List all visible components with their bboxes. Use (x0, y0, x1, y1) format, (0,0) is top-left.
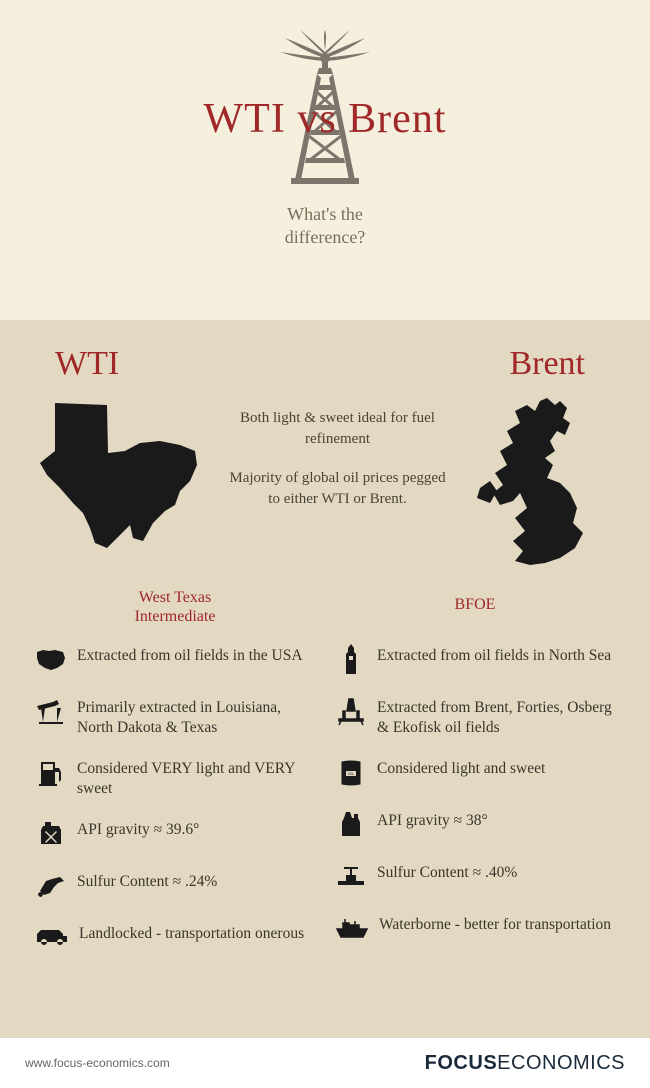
fact-item: Considered VERY light and VERY sweet (35, 757, 315, 798)
wti-column: WTI (35, 345, 315, 393)
fact-text: Considered light and sweet (377, 757, 615, 778)
wti-sub-col: West Texas Intermediate (35, 583, 315, 626)
fuel-nozzle-icon (35, 870, 67, 902)
footer: www.focus-economics.com FOCUSECONOMICS (0, 1038, 650, 1088)
brent-sub-col: BFOE (335, 583, 615, 626)
wti-subheading: West Texas Intermediate (35, 588, 315, 626)
fact-text: Considered VERY light and VERY sweet (77, 757, 315, 798)
tanker-truck-icon (35, 922, 69, 954)
oil-barrel-icon: OIL (335, 757, 367, 789)
fact-item: Sulfur Content ≈ .40% (335, 861, 615, 893)
fact-text: API gravity ≈ 38° (377, 809, 615, 830)
jerrycan-icon (335, 809, 367, 841)
fact-text: API gravity ≈ 39.6° (77, 818, 315, 839)
canister-x-icon (35, 818, 67, 850)
title-brent: Brent (348, 96, 446, 142)
brent-column: Brent (335, 345, 615, 393)
title-wti: WTI (204, 96, 286, 142)
fact-item: API gravity ≈ 39.6° (35, 818, 315, 850)
wti-sub-l1: West Texas (139, 589, 211, 606)
brand-light: ECONOMICS (497, 1052, 625, 1074)
fact-item: Landlocked - transportation onerous (35, 922, 315, 954)
fact-text: Sulfur Content ≈ .40% (377, 861, 615, 882)
center-p2: Majority of global oil prices pegged to … (225, 468, 450, 510)
center-text: Both light & sweet ideal for fuel refine… (220, 393, 455, 528)
fact-text: Primarily extracted in Louisiana, North … (77, 696, 315, 737)
subtitle-line1: What's the (0, 203, 650, 226)
wti-heading: WTI (35, 345, 315, 383)
fact-item: API gravity ≈ 38° (335, 809, 615, 841)
svg-text:OIL: OIL (348, 771, 355, 776)
footer-brand: FOCUSECONOMICS (425, 1052, 625, 1075)
main-title: WTI vs Brent (0, 95, 650, 143)
fact-item: Extracted from Brent, Forties, Osberg & … (335, 696, 615, 737)
fact-item: Extracted from oil fields in North Sea (335, 644, 615, 676)
offshore-rig-icon (335, 696, 367, 728)
columns: WTI Brent (35, 345, 615, 393)
fact-text: Extracted from oil fields in the USA (77, 644, 315, 665)
pumpjack-icon (35, 696, 67, 728)
center-p1: Both light & sweet ideal for fuel refine… (225, 408, 450, 450)
brent-subheading: BFOE (335, 595, 615, 614)
wti-facts: Extracted from oil fields in the USA Pri… (35, 644, 315, 974)
fact-item: Extracted from oil fields in the USA (35, 644, 315, 676)
ship-icon (335, 913, 369, 945)
uk-map-icon (465, 393, 615, 588)
fact-text: Sulfur Content ≈ .24% (77, 870, 315, 891)
fact-text: Waterborne - better for transportation (379, 913, 615, 934)
brent-heading: Brent (335, 345, 615, 383)
usa-map-icon (35, 644, 67, 676)
fact-text: Landlocked - transportation onerous (79, 922, 315, 943)
subtitle-line2: difference? (0, 226, 650, 249)
fuel-pump-icon (35, 757, 67, 789)
wti-sub-l2: Intermediate (135, 608, 216, 625)
fact-item: Primarily extracted in Louisiana, North … (35, 696, 315, 737)
brand-bold: FOCUS (425, 1052, 498, 1074)
subheading-row: West Texas Intermediate BFOE (35, 583, 615, 626)
fact-text: Extracted from oil fields in North Sea (377, 644, 615, 665)
fact-text: Extracted from Brent, Forties, Osberg & … (377, 696, 615, 737)
footer-url: www.focus-economics.com (25, 1056, 170, 1070)
facts-columns: Extracted from oil fields in the USA Pri… (35, 626, 615, 974)
subtitle: What's the difference? (0, 203, 650, 250)
bigben-icon (335, 644, 367, 676)
valve-icon (335, 861, 367, 893)
fact-item: OIL Considered light and sweet (335, 757, 615, 789)
fact-item: Waterborne - better for transportation (335, 913, 615, 945)
brent-facts: Extracted from oil fields in North Sea E… (335, 644, 615, 974)
fact-item: Sulfur Content ≈ .24% (35, 870, 315, 902)
header-section: WTI vs Brent What's the difference? (0, 0, 650, 320)
body-section: WTI Brent Both light & sweet ideal for f… (0, 320, 650, 1038)
map-row: Both light & sweet ideal for fuel refine… (35, 393, 615, 593)
texas-map-icon (35, 393, 210, 563)
title-vs: vs (286, 96, 348, 142)
